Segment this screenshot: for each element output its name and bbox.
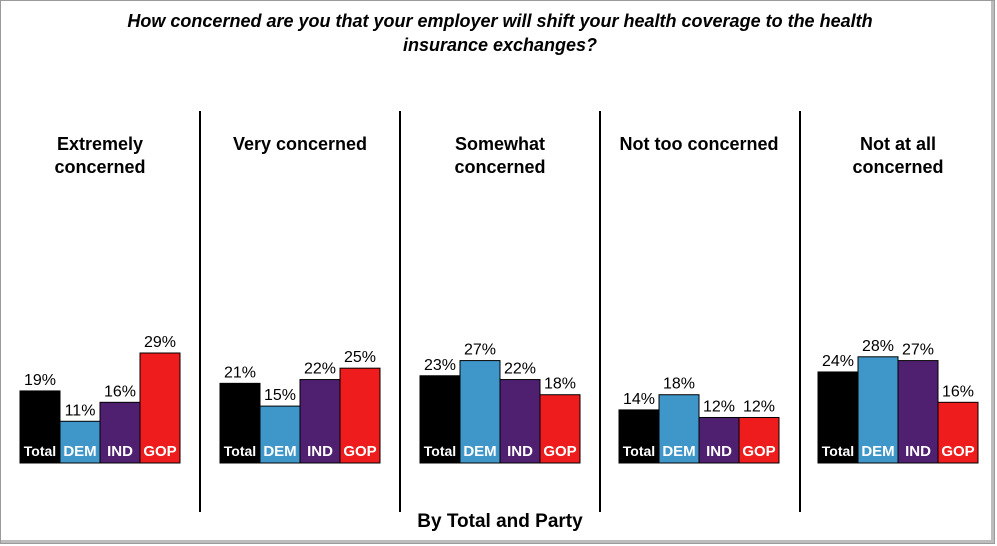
bar-total [19, 390, 61, 464]
series-label-ind: IND [307, 443, 333, 460]
value-label: 16% [104, 383, 136, 400]
bar-ind [99, 401, 141, 464]
bar-total [817, 371, 859, 464]
value-label: 18% [544, 376, 576, 393]
value-label: 21% [224, 364, 256, 381]
bar-gop [937, 401, 979, 464]
series-label-ind: IND [706, 443, 732, 460]
series-label-ind: IND [507, 443, 533, 460]
value-label: 23% [424, 357, 456, 374]
series-label-gop: GOP [143, 443, 176, 460]
value-label: 11% [65, 402, 96, 419]
series-label-total: Total [424, 443, 456, 459]
series-label-dem: DEM [861, 443, 894, 460]
value-label: 27% [902, 342, 934, 359]
bar-total [618, 409, 660, 464]
value-label: 15% [264, 387, 296, 404]
bar-dem [658, 394, 700, 464]
value-label: 12% [703, 398, 735, 415]
value-label: 25% [344, 349, 376, 366]
group-label: Not at all concerned [852, 134, 943, 177]
series-label-ind: IND [905, 443, 931, 460]
bar-dem [459, 360, 501, 464]
bar-ind [897, 360, 939, 464]
bar-ind [299, 379, 341, 464]
group-label: Very concerned [233, 134, 367, 154]
bar-gop [139, 352, 181, 464]
series-label-dem: DEM [63, 443, 96, 460]
series-label-ind: IND [107, 443, 133, 460]
series-label-dem: DEM [463, 443, 496, 460]
value-label: 29% [144, 334, 176, 351]
value-label: 22% [504, 361, 536, 378]
bar-gop [539, 394, 581, 464]
series-label-gop: GOP [343, 443, 376, 460]
bar-gop [339, 367, 381, 464]
bar-gop [738, 416, 780, 464]
value-label: 19% [24, 372, 56, 389]
series-label-dem: DEM [263, 443, 296, 460]
bar-dem [259, 405, 301, 464]
bar-ind [499, 379, 541, 464]
value-label: 27% [464, 342, 496, 359]
series-label-dem: DEM [662, 443, 695, 460]
value-label: 24% [822, 353, 854, 370]
series-label-total: Total [822, 443, 854, 459]
bar-ind [698, 416, 740, 464]
series-label-total: Total [24, 443, 56, 459]
bar-dem [857, 356, 899, 464]
series-label-gop: GOP [941, 443, 974, 460]
value-label: 14% [623, 391, 655, 408]
series-label-total: Total [224, 443, 256, 459]
bar-total [419, 375, 461, 464]
value-label: 12% [743, 398, 775, 415]
group-label: Extremely concerned [54, 134, 145, 177]
value-label: 22% [304, 361, 336, 378]
bar-dem [59, 420, 101, 464]
group-label: Somewhat concerned [454, 134, 545, 177]
value-label: 18% [663, 376, 695, 393]
series-label-gop: GOP [742, 443, 775, 460]
group-label: Not too concerned [619, 134, 778, 154]
series-label-gop: GOP [543, 443, 576, 460]
chart-footer: By Total and Party [417, 511, 583, 532]
chart-title: How concerned are you that your employer… [127, 11, 873, 55]
series-label-total: Total [623, 443, 655, 459]
value-label: 28% [862, 338, 894, 355]
value-label: 16% [942, 383, 974, 400]
